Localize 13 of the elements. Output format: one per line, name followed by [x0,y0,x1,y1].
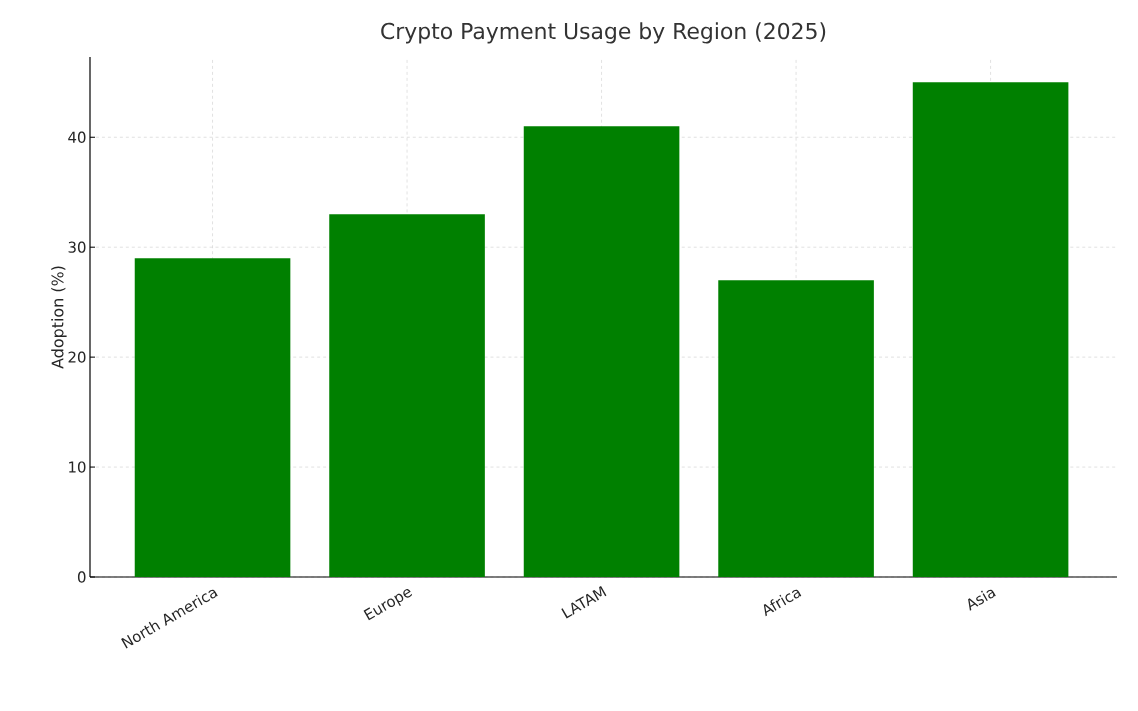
bar [718,280,874,577]
chart-title: Crypto Payment Usage by Region (2025) [381,22,826,44]
y-axis-title: Adoption (%) [51,266,67,369]
bar [134,258,291,577]
bar [523,126,680,577]
bar [912,82,1069,577]
x-tick-label: Asia [968,589,996,611]
y-tick-label: 10 [69,461,86,473]
y-tick-label: 30 [68,241,86,253]
y-tick-label: 20 [68,351,86,363]
bar [329,214,485,577]
y-tick-label: 40 [68,131,86,143]
y-tick-label: 0 [77,571,86,583]
